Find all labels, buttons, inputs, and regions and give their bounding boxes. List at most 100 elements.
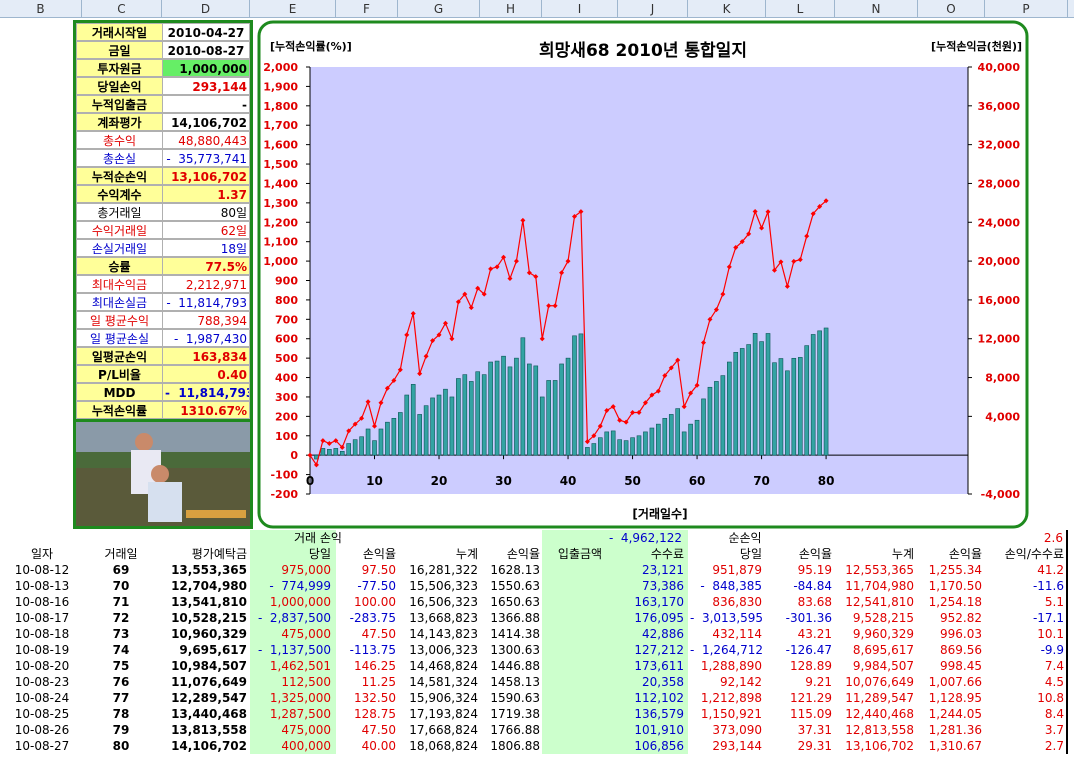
bar	[746, 344, 751, 456]
line-marker	[307, 452, 313, 458]
x-tick-label: 50	[624, 474, 641, 488]
bar	[462, 374, 468, 456]
y-tick-label: 0	[290, 449, 298, 462]
line-marker	[501, 254, 507, 260]
line-marker	[771, 267, 777, 273]
bar	[404, 394, 410, 456]
line-marker	[475, 285, 481, 291]
summary-label: MDD	[76, 383, 163, 401]
y2-tick-label: 20,000	[978, 255, 1021, 268]
table-cell: 1,462,501	[269, 659, 331, 673]
bar	[591, 443, 597, 456]
table-cell: 10-08-12	[14, 563, 70, 577]
table-cell: 1,310.67	[928, 739, 982, 753]
line-marker	[649, 392, 655, 398]
table-cell: 75	[112, 659, 130, 673]
line-marker	[565, 258, 571, 264]
table-cell: 13,541,810	[171, 595, 247, 609]
table-cell: 1550.63	[490, 579, 540, 593]
table-cell: 475,000	[281, 723, 331, 737]
summary-label: 손실거래일	[76, 239, 163, 257]
line-marker	[526, 270, 532, 276]
table-cell: 12,541,810	[845, 595, 914, 609]
table-cell: 112,500	[281, 675, 331, 689]
y-tick-label: 900	[275, 275, 298, 288]
bar	[333, 448, 339, 456]
bar	[539, 396, 545, 456]
table-cell: 13,006,323	[409, 643, 478, 657]
summary-value: 2010-08-27	[162, 41, 250, 59]
y-tick-label: 1,300	[263, 197, 298, 210]
table-cell: 9.21	[805, 675, 832, 689]
table-cell: 1446.88	[490, 659, 540, 673]
table-cell: 7.4	[1044, 659, 1064, 673]
bar	[604, 431, 610, 456]
bar	[449, 396, 455, 456]
summary-label: 거래시작일	[76, 23, 163, 41]
bar	[617, 439, 622, 456]
table-cell: 400,000	[281, 739, 331, 753]
column-header: C	[82, 0, 162, 18]
line-marker	[823, 198, 829, 204]
bar	[668, 414, 674, 456]
table-cell: 10,984,507	[171, 659, 247, 673]
chart-title: 희망새68 2010년 통합일지	[539, 40, 747, 61]
table-cell: 78	[112, 707, 130, 721]
line-marker	[359, 415, 365, 421]
table-cell: 14,468,824	[409, 659, 478, 673]
table-cell: 9,695,617	[179, 643, 247, 657]
bar	[501, 355, 506, 456]
summary-value: - 11,814,793	[162, 293, 250, 311]
table-cell: 11,289,547	[845, 691, 914, 705]
summary-label: 일평균손익	[76, 347, 163, 365]
table-cell: 10-08-24	[14, 691, 70, 705]
table-cell: 1650.63	[490, 595, 540, 609]
bar	[417, 414, 422, 456]
table-header: 입출금액	[557, 547, 603, 561]
line-marker	[746, 231, 752, 237]
table-cell: 12,289,547	[171, 691, 247, 705]
bar	[346, 443, 352, 456]
bar	[430, 397, 435, 456]
table-header: 손익율	[798, 547, 832, 561]
line-marker	[681, 404, 687, 410]
table-cell: 4.5	[1044, 675, 1064, 689]
line-marker	[584, 439, 590, 445]
table-cell: 432,114	[712, 627, 762, 641]
table-cell: 8,695,617	[852, 643, 914, 657]
line-marker	[707, 316, 713, 322]
green-column	[250, 530, 336, 754]
table-cell: 79	[112, 723, 130, 737]
table-cell: 952.82	[940, 611, 982, 625]
summary-value: 62일	[162, 221, 250, 239]
bar	[823, 327, 829, 456]
column-header: P	[985, 0, 1068, 18]
bar	[443, 388, 448, 456]
table-cell: 975,000	[281, 563, 331, 577]
line-marker	[571, 213, 577, 219]
table-cell: 5.1	[1044, 595, 1064, 609]
summary-value: 18일	[162, 239, 250, 257]
y2-tick-label: 24,000	[978, 216, 1021, 229]
table-cell: 10-08-25	[14, 707, 70, 721]
line-marker	[442, 320, 448, 326]
y-tick-label: 1,200	[263, 216, 298, 229]
line-marker	[662, 373, 668, 379]
table-cell: -11.6	[1032, 579, 1064, 593]
line-marker	[397, 367, 403, 373]
bar	[378, 428, 384, 456]
table-cell: 11.25	[361, 675, 396, 689]
line-marker	[694, 382, 700, 388]
line-marker	[404, 332, 410, 338]
summary-label: 금일	[76, 41, 163, 59]
table-cell: 10,528,215	[171, 611, 247, 625]
bar	[572, 335, 577, 456]
bar	[701, 398, 706, 456]
table-cell: 73,386	[642, 579, 684, 593]
table-cell: 14,581,324	[409, 675, 478, 689]
summary-value: 1,000,000	[162, 59, 250, 77]
table-cell: 10.1	[1037, 627, 1064, 641]
line-marker	[752, 209, 758, 215]
table-cell: - 774,999	[269, 579, 331, 593]
